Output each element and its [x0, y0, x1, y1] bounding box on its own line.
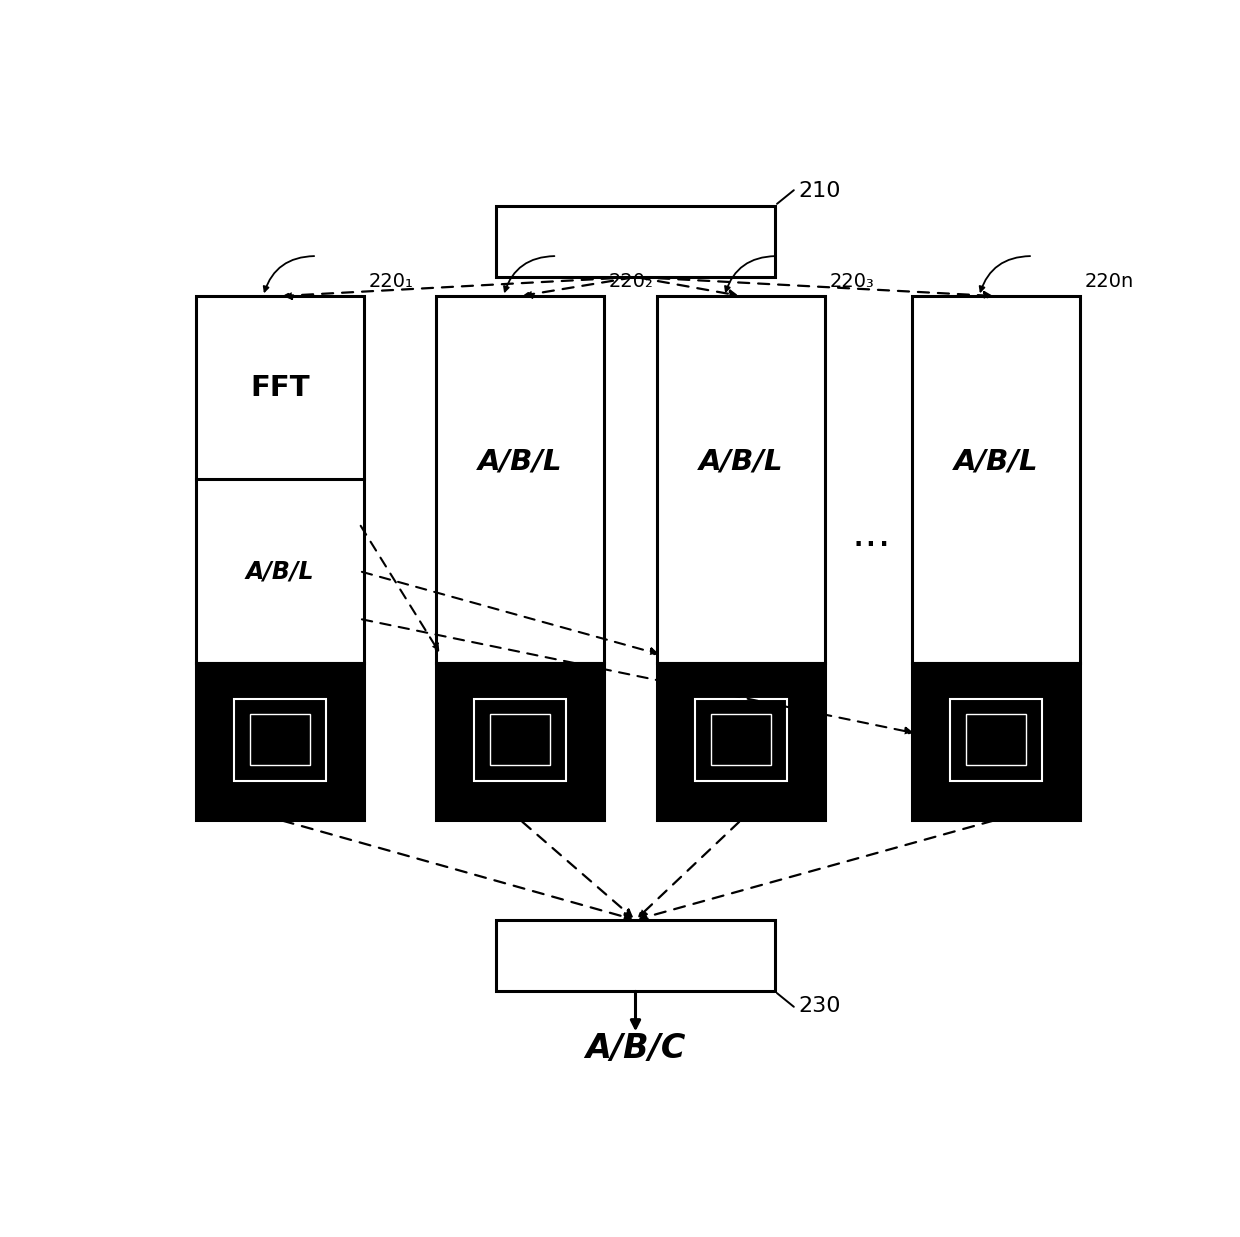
Bar — [490, 715, 551, 766]
Bar — [694, 699, 787, 781]
Text: ...: ... — [851, 513, 890, 555]
Text: 220₃: 220₃ — [830, 272, 875, 292]
Bar — [966, 715, 1025, 766]
Bar — [196, 663, 365, 820]
Text: 220n: 220n — [1085, 272, 1135, 292]
Bar — [496, 920, 775, 991]
Text: 210: 210 — [799, 181, 842, 200]
Text: A/B/L: A/B/L — [246, 559, 314, 583]
Text: 220₂: 220₂ — [609, 272, 653, 292]
Text: A/B/L: A/B/L — [699, 447, 784, 475]
Bar — [911, 663, 1080, 820]
Bar — [950, 699, 1042, 781]
Bar — [436, 296, 604, 663]
Bar — [474, 699, 567, 781]
Bar — [233, 699, 326, 781]
Bar — [911, 296, 1080, 663]
Bar — [196, 296, 365, 663]
Text: 220₁: 220₁ — [368, 272, 414, 292]
Text: A/B/L: A/B/L — [477, 447, 563, 475]
Bar — [712, 715, 771, 766]
Bar — [250, 715, 310, 766]
Text: A/B/C: A/B/C — [585, 1032, 686, 1065]
Text: 230: 230 — [799, 996, 842, 1016]
Bar — [496, 205, 775, 277]
Bar — [436, 663, 604, 820]
Text: A/B/L: A/B/L — [954, 447, 1038, 475]
Bar — [657, 663, 826, 820]
Bar — [657, 296, 826, 663]
Text: FFT: FFT — [250, 374, 310, 402]
